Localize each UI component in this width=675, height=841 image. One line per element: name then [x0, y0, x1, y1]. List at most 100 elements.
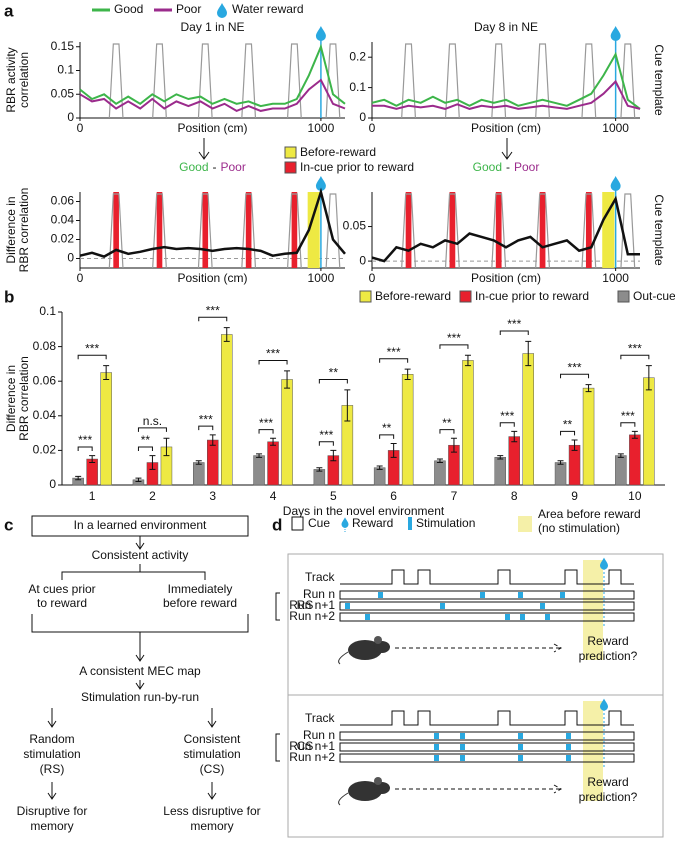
error-bar — [631, 430, 638, 439]
error-bar — [330, 449, 337, 462]
in-cue-area — [156, 192, 163, 268]
x-axis-label: Position (cm) — [177, 121, 247, 135]
reward-icon — [610, 176, 621, 191]
reward-icon — [217, 3, 227, 18]
node-label: Immediately — [168, 582, 233, 596]
title-part: - — [213, 160, 217, 174]
data-line — [79, 43, 346, 108]
legend-label: Reward — [352, 516, 393, 530]
significance-bracket — [258, 359, 288, 365]
bar — [193, 462, 205, 486]
cue-template — [197, 43, 213, 119]
significance-bracket — [379, 434, 395, 439]
y-tick-label: 0.06 — [33, 373, 57, 387]
legend-swatch — [359, 290, 372, 303]
chart-title: Good - Poor — [473, 160, 540, 174]
chart-title: Good - Poor — [179, 160, 246, 174]
cue-template — [491, 43, 507, 119]
error-bar — [256, 453, 263, 458]
stimulation — [440, 603, 445, 609]
data-line — [79, 187, 346, 258]
legend-label: Stimulation — [416, 516, 475, 530]
stimulation — [434, 755, 439, 761]
significance-bracket — [198, 316, 228, 322]
significance-bracket — [258, 429, 274, 434]
reward-icon — [315, 26, 326, 41]
significance-label: ** — [329, 366, 339, 380]
x-tick-label: 9 — [571, 489, 578, 503]
reward-icon — [315, 176, 326, 191]
significance-label: *** — [621, 409, 635, 423]
run-label: Run n — [303, 587, 335, 601]
stimulation — [518, 592, 523, 598]
reward-icon — [600, 698, 608, 711]
significance-bracket — [620, 354, 650, 360]
cue-template — [401, 43, 417, 119]
track — [340, 710, 634, 726]
data-line — [371, 195, 640, 263]
significance-label: ** — [382, 421, 392, 435]
y-tick-label: 0.1 — [349, 80, 366, 94]
y-axis-label: RBR correlation — [17, 356, 31, 441]
bar — [100, 372, 112, 486]
significance-bracket — [77, 446, 93, 451]
bar — [434, 460, 446, 486]
x-tick-label: 5 — [330, 489, 337, 503]
y-tick-label: 0.06 — [51, 194, 75, 208]
y-tick-label: 0.2 — [349, 49, 366, 63]
significance-label: *** — [628, 341, 642, 355]
y-axis-label: Difference in — [4, 196, 18, 263]
significance-label: ** — [442, 416, 452, 430]
run-label: Run n+1 — [289, 598, 335, 612]
x-tick-label: 3 — [209, 489, 216, 503]
y-tick-label: 0.15 — [51, 39, 75, 53]
significance-label: ** — [141, 433, 151, 447]
significance-bracket — [198, 425, 214, 431]
stimulation — [505, 614, 510, 620]
legend-label: Out-cue — [633, 289, 675, 303]
bar — [629, 434, 641, 486]
y-tick-label: 0.05 — [343, 219, 367, 233]
significance-label: ** — [563, 418, 573, 432]
title-part: Good — [473, 160, 502, 174]
node-label: to reward — [37, 596, 87, 610]
node-label: (CS) — [200, 762, 225, 776]
node-label: memory — [190, 819, 233, 833]
data-line — [372, 79, 641, 110]
significance-label: *** — [259, 416, 273, 430]
group-label: RS — [297, 598, 314, 612]
bar — [373, 467, 386, 486]
y-tick-label: 0 — [49, 477, 56, 491]
x-tick-label: 8 — [511, 489, 518, 503]
arrow — [135, 680, 145, 690]
error-bar — [223, 327, 230, 342]
bar — [281, 379, 293, 486]
node-label: Disruptive for — [17, 804, 88, 818]
significance-bracket — [560, 430, 576, 436]
connector — [61, 564, 206, 580]
stimulation — [460, 755, 465, 761]
bar — [267, 441, 279, 486]
node-label: stimulation — [23, 747, 80, 761]
x-tick-label: 1000 — [308, 121, 335, 135]
bar — [253, 455, 265, 486]
node-label: In a learned environment — [74, 518, 207, 532]
y-tick-label: 0 — [359, 253, 366, 267]
error-bar — [645, 365, 652, 391]
cue-template — [535, 193, 551, 269]
stimulation — [518, 744, 523, 750]
stimulation — [560, 592, 565, 598]
in-cue-area — [585, 192, 592, 268]
panel-label: c — [4, 515, 13, 534]
x-tick-label: 0 — [369, 121, 376, 135]
significance-bracket — [499, 330, 529, 336]
bar — [401, 374, 414, 486]
arrow — [47, 782, 217, 800]
bar — [568, 444, 581, 486]
significance-label: n.s. — [143, 414, 162, 428]
bar — [221, 334, 233, 486]
arrow — [135, 536, 145, 550]
cue-template — [152, 43, 167, 119]
stimulation — [518, 733, 523, 739]
